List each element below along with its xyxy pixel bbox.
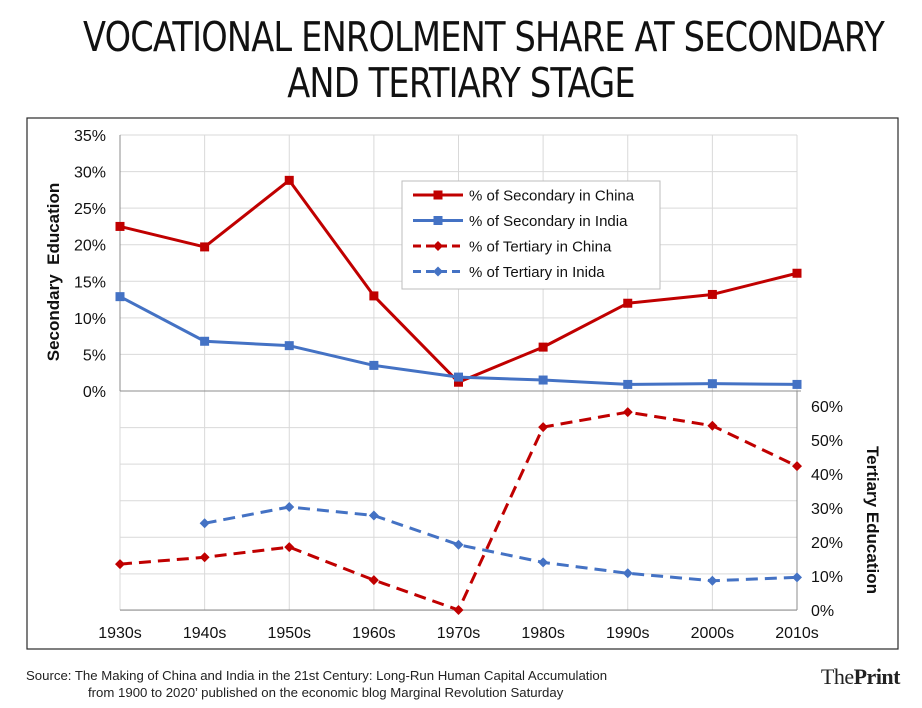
data-point (368, 510, 379, 521)
data-point (707, 420, 718, 431)
series-4 (199, 501, 802, 586)
axis-titles: Secondary Education Tertiary Education (44, 183, 882, 594)
x-tick-label: 1970s (437, 625, 481, 642)
legend-label: % of Tertiary in Inida (469, 264, 605, 281)
data-point (538, 422, 549, 433)
right-tick-label: 60% (811, 399, 843, 416)
data-point (707, 575, 718, 586)
data-point (433, 216, 443, 225)
data-point (368, 575, 379, 586)
legend-entry: % of Secondary in India (413, 213, 628, 230)
data-point (792, 461, 802, 472)
x-tick-label: 1950s (267, 625, 311, 642)
x-tick-label: 2010s (775, 625, 819, 642)
data-point (284, 542, 295, 553)
data-point (453, 605, 464, 615)
data-point (453, 539, 464, 550)
left-tick-label: 20% (74, 238, 106, 255)
left-tick-label: 10% (74, 311, 106, 328)
data-point (707, 379, 717, 389)
left-tick-label: 0% (83, 384, 106, 401)
left-tick-label: 30% (74, 165, 106, 182)
data-point (200, 242, 210, 252)
series-3 (115, 407, 802, 615)
right-tick-label: 40% (811, 467, 843, 484)
data-point (284, 501, 295, 512)
legend-entry: % of Tertiary in Inida (413, 264, 605, 281)
data-point (433, 190, 443, 200)
axes: 35% 30% 25% 20% 15% 10% 5% 0% 60% 50% 40% 30% 20% 10%… (74, 128, 843, 642)
title-line-2: AND TERTIARY STAGE (287, 59, 635, 107)
data-point (115, 559, 125, 570)
data-point (707, 289, 717, 299)
legend-entry: % of Secondary in China (413, 188, 635, 205)
data-point (433, 241, 443, 251)
data-point (284, 175, 294, 185)
left-axis-title: Secondary Education (44, 183, 63, 362)
data-point (538, 342, 548, 352)
data-point (454, 377, 463, 387)
legend-entry: % of Tertiary in China (413, 239, 612, 256)
x-tick-label: 1930s (98, 625, 142, 642)
left-tick-label: 35% (74, 128, 106, 145)
legend-label: % of Secondary in China (469, 188, 635, 205)
left-tick-label: 15% (74, 274, 106, 291)
source-line-2: from 1900 to 2020’ published on the econ… (88, 685, 564, 700)
right-tick-label: 50% (811, 433, 843, 450)
series-layer (115, 175, 802, 615)
data-point (538, 375, 548, 385)
source-line-1: Source: The Making of China and India in… (26, 668, 608, 683)
data-point (199, 518, 210, 529)
brand-logo: ThePrint (820, 664, 901, 690)
left-tick-label: 5% (83, 347, 106, 364)
x-tick-label: 1980s (521, 625, 565, 642)
brand-print: Print (853, 664, 901, 689)
data-point (623, 379, 633, 389)
data-point (622, 407, 633, 418)
legend-label: % of Tertiary in China (469, 239, 612, 256)
data-point (433, 266, 443, 277)
source-note: Source: The Making of China and India in… (26, 667, 607, 701)
right-tick-label: 30% (811, 501, 843, 518)
data-point (792, 379, 802, 389)
title-line-1: VOCATIONAL ENROLMENT SHARE AT SECONDARY (82, 13, 885, 61)
data-point (369, 360, 379, 370)
data-point (538, 557, 549, 568)
legend-label: % of Secondary in India (469, 213, 628, 230)
data-point (115, 292, 125, 302)
data-point (622, 568, 633, 579)
left-tick-label: 25% (74, 201, 106, 218)
series-2 (115, 292, 802, 389)
series-1 (115, 175, 802, 387)
right-tick-label: 20% (811, 535, 843, 552)
data-point (369, 291, 379, 301)
x-tick-label: 1940s (183, 625, 227, 642)
x-tick-label: 1990s (606, 625, 650, 642)
data-point (284, 341, 294, 351)
brand-the: The (820, 664, 854, 689)
legend: % of Secondary in China % of Secondary in… (401, 180, 661, 290)
data-point (115, 221, 125, 231)
right-tick-label: 0% (811, 603, 834, 620)
data-point (200, 336, 210, 346)
series-line (204, 505, 798, 583)
data-point (199, 552, 210, 563)
data-point (792, 572, 802, 583)
x-tick-label: 1960s (352, 625, 396, 642)
right-tick-label: 10% (811, 569, 843, 586)
data-point (623, 298, 633, 308)
x-tick-label: 2000s (691, 625, 735, 642)
right-axis-title: Tertiary Education (863, 446, 882, 594)
data-point (454, 372, 463, 382)
chart-title: VOCATIONAL ENROLMENT SHARE AT SECONDARY … (82, 13, 885, 107)
data-point (792, 268, 802, 278)
